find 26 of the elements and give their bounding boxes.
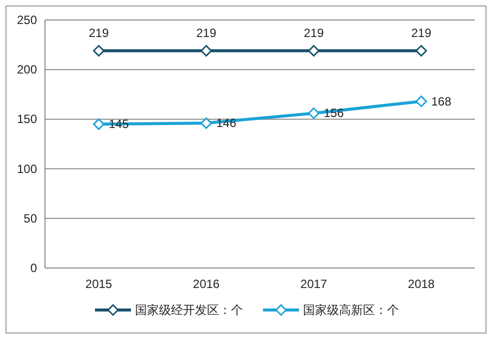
point (416, 45, 427, 56)
point (200, 45, 212, 56)
point (308, 45, 320, 56)
legend-label: 国家级高新区：个 (303, 303, 399, 317)
y-tick-label: 250 (16, 13, 38, 27)
y-tick-label: 100 (16, 162, 38, 176)
y-tick-label: 150 (16, 112, 38, 126)
point (416, 96, 427, 108)
x-tick-label: 2018 (408, 277, 435, 291)
y-tick-label: 50 (24, 211, 38, 226)
data-label: 219 (411, 26, 432, 40)
x-tick-label: 2016 (192, 277, 220, 291)
x-tick-label: 2015 (85, 277, 112, 291)
data-label: 219 (304, 26, 324, 40)
point (93, 45, 104, 56)
data-label: 145 (108, 117, 130, 132)
data-label: 168 (431, 94, 452, 108)
point (200, 117, 212, 129)
data-label: 219 (88, 26, 110, 40)
x-tick-label: 2017 (300, 277, 328, 291)
legend-label: 国家级经开发区：个 (135, 303, 243, 317)
y-tick-label: 0 (30, 261, 38, 275)
data-label: 219 (196, 26, 217, 40)
y-tick-label: 200 (16, 62, 38, 77)
point (93, 118, 104, 130)
point (308, 108, 320, 119)
